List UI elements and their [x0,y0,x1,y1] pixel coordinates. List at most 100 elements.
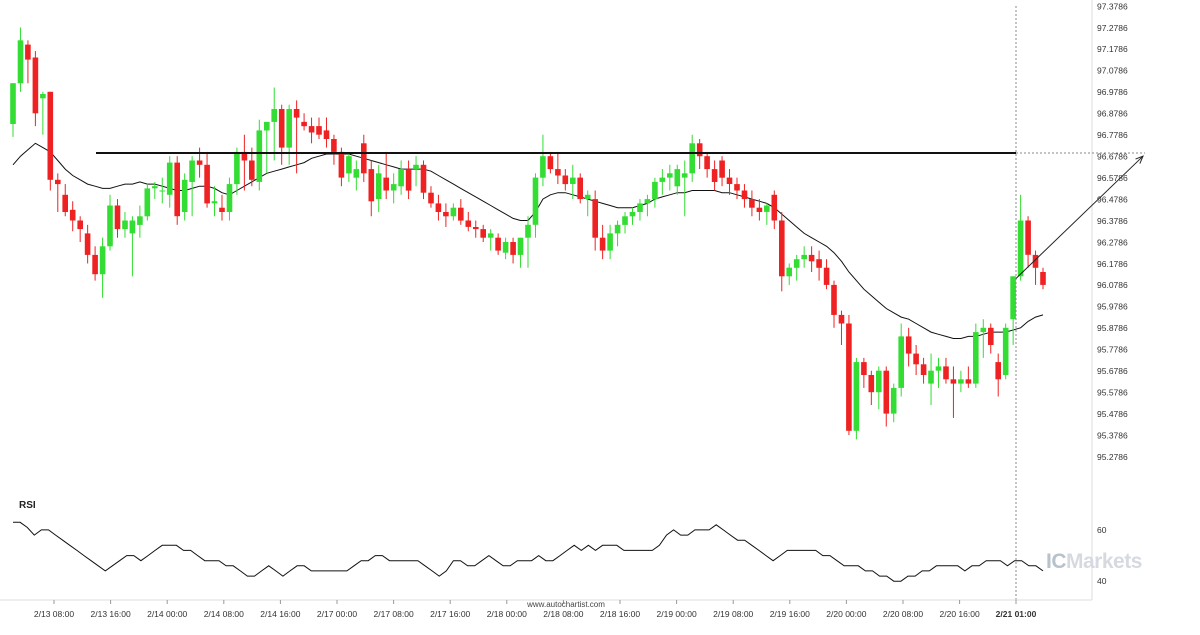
price-tick-label: 96.1786 [1097,259,1128,269]
price-tick-label: 96.4786 [1097,194,1128,204]
candle-body [249,160,255,180]
candle-body [159,190,166,192]
candle-body [510,242,516,255]
candle-body [607,233,613,251]
candle-body [443,212,449,217]
price-tick-label: 95.9786 [1097,302,1128,312]
candle-body [540,156,546,178]
candle-body [943,366,949,380]
time-label: 2/14 16:00 [260,609,300,619]
candle-body [69,209,76,221]
time-label: 2/20 00:00 [826,609,866,619]
candle-body [1002,327,1009,375]
candle-body [465,220,472,227]
candle-body [301,121,307,127]
candle-body [965,379,972,384]
rsi-line [13,521,1044,582]
candle-body [726,177,733,184]
candle-body [667,173,673,178]
candle-body [614,224,621,234]
candle-body [905,336,912,354]
candle-body [25,44,31,60]
candle-body [547,156,554,170]
candle-body [517,237,524,255]
time-label: 2/19 00:00 [657,609,697,619]
candle-body [1025,220,1031,255]
price-tick-label: 97.2786 [1097,23,1128,33]
price-tick-label: 95.2786 [1097,452,1128,462]
candle-body [181,179,188,212]
candle-body [137,216,143,225]
candle-body [890,387,897,414]
candle-body [256,130,263,182]
footer-site[interactable]: www.autochartist.com [526,600,605,609]
candle-body [808,254,815,262]
rsi-level-label: 40 [1097,576,1107,586]
candle-body [786,267,792,277]
candle-body [353,169,360,178]
price-tick-label: 96.6786 [1097,151,1128,161]
candle-body [398,169,404,187]
candle-body [622,216,628,225]
candle-body [383,177,389,191]
candle-body [204,164,210,204]
time-label: 2/13 08:00 [34,609,74,619]
time-label: 2/17 16:00 [430,609,470,619]
candle-body [264,121,270,131]
candle-body [883,370,890,414]
candle-body [764,205,770,212]
time-label: 2/18 08:00 [543,609,583,619]
candle-body [502,242,509,253]
price-tick-label: 95.3786 [1097,430,1128,440]
candle-body [99,246,106,275]
candle-body [734,184,740,191]
candle-body [652,181,658,200]
price-tick-label: 95.4786 [1097,409,1128,419]
candle-body [189,160,195,182]
candle-body [420,164,427,193]
projection-arrow-line [1015,155,1144,279]
price-tick-label: 96.3786 [1097,216,1128,226]
candle-body [84,233,91,255]
candle-body [711,169,718,182]
time-label: 2/17 08:00 [374,609,414,619]
candle-body [17,40,24,84]
time-label: 2/14 00:00 [147,609,187,619]
candle-body [525,224,531,238]
candle-body [779,220,785,277]
candle-body [226,184,233,212]
candle-body [495,237,501,251]
candle-body [338,151,345,178]
candle-body [346,156,352,174]
candle-body [308,126,315,133]
candle-body [577,177,583,200]
candle-body [152,186,158,189]
candle-body [584,194,591,200]
price-tick-label: 96.9786 [1097,87,1128,97]
candle-body [823,267,830,285]
price-tick-label: 95.5786 [1097,387,1128,397]
candle-body [555,169,561,176]
rsi-layer: 60 40 [13,521,1107,586]
candle-body [592,199,598,238]
candle-body [286,109,292,148]
candle-body [1040,272,1046,285]
candle-body [749,199,755,208]
candle-body [92,254,98,275]
candle-body [1017,220,1024,277]
candles-layer [10,27,1046,440]
candle-body [10,83,16,124]
candle-body [219,207,225,212]
candle-body [413,164,419,170]
candle-body [868,375,875,393]
price-tick-label: 96.7786 [1097,130,1128,140]
candle-body [659,177,666,182]
candle-body [211,201,218,204]
candle-body [473,227,479,230]
candle-body [293,109,300,118]
candle-body [913,353,919,365]
projection-arrow-head [1135,155,1144,164]
candle-body [32,57,39,114]
candle-body [144,188,151,217]
